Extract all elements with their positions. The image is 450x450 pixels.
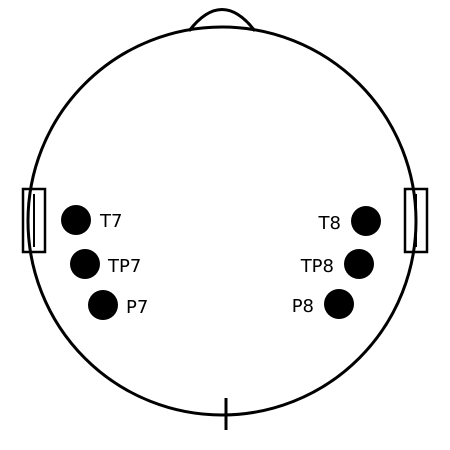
- electrode-label-t8: T8: [318, 213, 341, 234]
- electrode-label-t7: T7: [99, 211, 122, 232]
- right-ear: [403, 187, 429, 254]
- electrode-t8: T8: [318, 206, 381, 236]
- electrode-p7: P7: [88, 290, 148, 320]
- electrode-tp7: TP7: [70, 249, 141, 279]
- electrode-p8: P8: [292, 289, 354, 319]
- electrode-label-p7: P7: [126, 297, 148, 318]
- electrode-t7: T7: [61, 205, 122, 235]
- left-ear: [21, 187, 47, 254]
- nose: [187, 8, 257, 32]
- electrode-label-tp7: TP7: [107, 256, 141, 277]
- electrode-tp8: TP8: [300, 249, 374, 279]
- electrode-label-tp8: TP8: [300, 256, 334, 277]
- electrode-label-p8: P8: [292, 296, 314, 317]
